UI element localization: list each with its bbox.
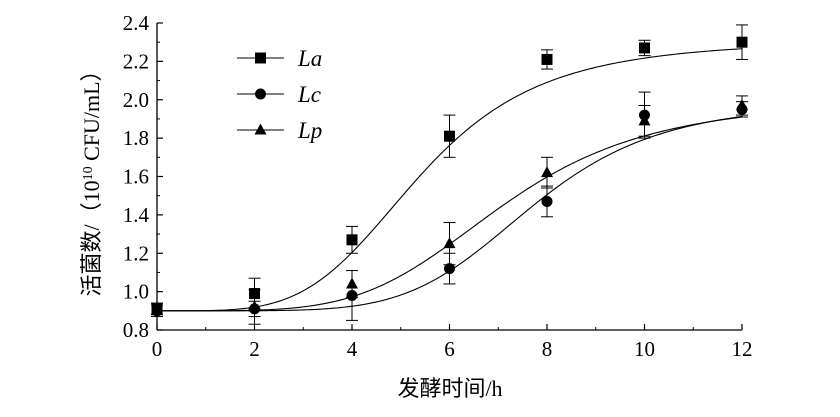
point-la bbox=[639, 42, 650, 54]
y-tick-label: 2.4 bbox=[123, 11, 150, 35]
y-tick-label: 1.6 bbox=[123, 165, 149, 189]
point-la bbox=[736, 36, 748, 48]
point-lp bbox=[151, 302, 163, 314]
point-la bbox=[444, 130, 455, 142]
point-lp bbox=[638, 114, 651, 126]
point-la bbox=[541, 53, 553, 65]
y-axis-label-tail: CFU/mL） bbox=[79, 59, 104, 166]
y-tick-label: 1.4 bbox=[123, 203, 150, 227]
legend-label-lp: Lp bbox=[297, 118, 322, 143]
point-la bbox=[346, 234, 358, 246]
x-axis-label: 发酵时间/h bbox=[397, 376, 502, 401]
point-la bbox=[249, 288, 260, 300]
point-lp bbox=[541, 166, 553, 178]
legend: La Lc Lp bbox=[237, 46, 322, 143]
y-tick-label: 1.8 bbox=[123, 126, 149, 150]
error-bars bbox=[151, 24, 748, 325]
point-lp bbox=[736, 99, 748, 111]
ticks: 0 2 4 6 8 10 12 0.8 1.0 1.2 1.4 1.6 1.8 2.0 2.2 2.4 bbox=[123, 11, 753, 361]
legend-label-lc: Lc bbox=[297, 82, 321, 107]
y-tick-label: 1.2 bbox=[123, 241, 149, 265]
legend-marker-lp bbox=[254, 123, 267, 135]
x-tick-label: 0 bbox=[152, 337, 163, 361]
y-axis-label-main: 活菌数/（10 bbox=[79, 180, 104, 296]
x-tick-label: 6 bbox=[444, 337, 455, 361]
data-markers bbox=[151, 36, 748, 317]
legend-marker-lc bbox=[255, 88, 266, 100]
x-tick-label: 10 bbox=[634, 337, 655, 361]
point-lc bbox=[346, 289, 358, 301]
legend-marker-la bbox=[255, 52, 266, 64]
y-tick-label: 0.8 bbox=[123, 318, 149, 342]
point-lp bbox=[346, 277, 358, 289]
legend-label-la: La bbox=[297, 46, 322, 71]
x-tick-label: 2 bbox=[249, 337, 260, 361]
point-lc bbox=[444, 263, 455, 275]
y-axis-label: 活菌数/（1010 CFU/mL） bbox=[79, 59, 104, 296]
point-lp bbox=[248, 300, 261, 312]
x-tick-label: 4 bbox=[347, 337, 358, 361]
y-tick-label: 1.0 bbox=[123, 280, 149, 304]
point-lc bbox=[541, 195, 553, 207]
y-axis-label-superscript: 10 bbox=[81, 166, 96, 180]
x-tick-label: 12 bbox=[732, 337, 753, 361]
y-tick-label: 2.2 bbox=[123, 49, 149, 73]
point-lp bbox=[443, 237, 456, 249]
x-tick-label: 8 bbox=[542, 337, 553, 361]
y-tick-label: 2.0 bbox=[123, 88, 149, 112]
